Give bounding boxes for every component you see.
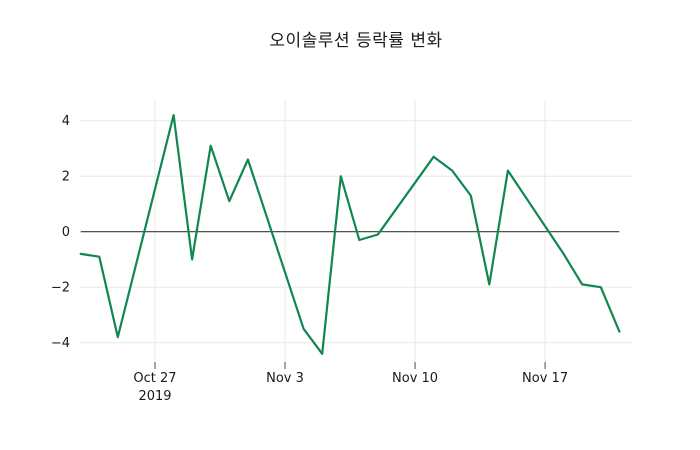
x-tick-label: Nov 17 xyxy=(522,371,568,386)
x-tick-label: Oct 27 xyxy=(133,371,176,386)
x-tick-year-label: 2019 xyxy=(138,389,171,404)
y-tick-label: −4 xyxy=(51,336,70,351)
x-tick-label: Nov 10 xyxy=(392,371,438,386)
price-change-series-line xyxy=(79,113,621,355)
x-tick-label: Nov 3 xyxy=(266,371,304,386)
y-tick-label: 0 xyxy=(62,225,70,240)
y-tick-label: 2 xyxy=(62,170,70,185)
y-tick-label: −2 xyxy=(51,281,70,296)
chart-title: 오이솔루션 등락률 변화 xyxy=(269,31,443,51)
y-tick-label: 4 xyxy=(62,114,70,129)
